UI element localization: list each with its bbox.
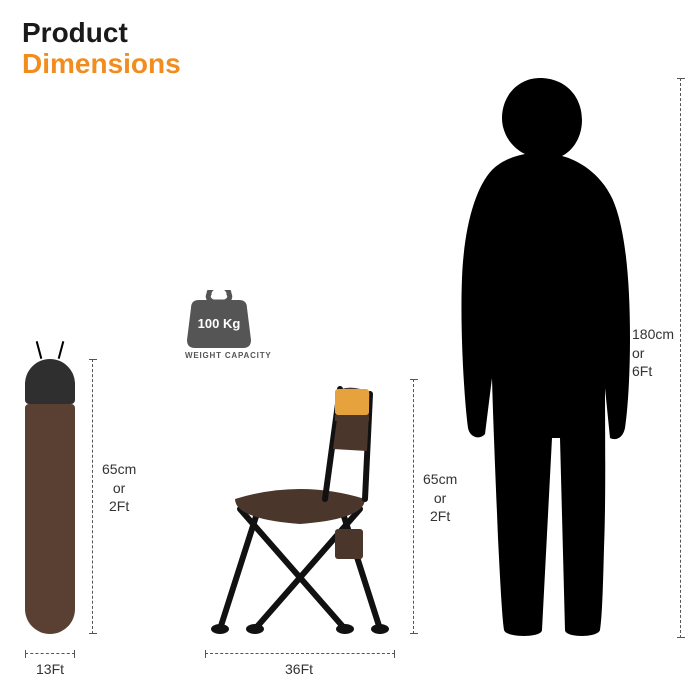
weight-caption: WEIGHT CAPACITY (185, 351, 272, 360)
bag-body (25, 404, 75, 634)
dim-bag-height-line (92, 359, 93, 634)
dim-chair-height-line (413, 379, 414, 634)
folding-chair (205, 379, 395, 634)
dim-bag-width-label: 13Ft (36, 660, 64, 678)
weight-capacity-badge: 100 Kg WEIGHT CAPACITY (185, 290, 272, 360)
dim-chair-width-line (205, 653, 395, 654)
carry-bag (25, 359, 75, 634)
dim-chair-width-label: 36Ft (285, 660, 313, 678)
title-block: Product Dimensions (22, 18, 181, 80)
bag-top (25, 359, 75, 404)
weight-value: 100 Kg (185, 316, 253, 331)
dim-person-height-label: 180cmor6Ft (632, 325, 674, 380)
dim-bag-width-line (25, 653, 75, 654)
dim-bag-height-label: 65cmor2Ft (102, 460, 136, 515)
title-line-2: Dimensions (22, 49, 181, 80)
dim-person-height-line (680, 78, 681, 638)
person-silhouette (430, 78, 645, 638)
title-line-1: Product (22, 18, 181, 49)
kettlebell-icon: 100 Kg (185, 290, 253, 348)
